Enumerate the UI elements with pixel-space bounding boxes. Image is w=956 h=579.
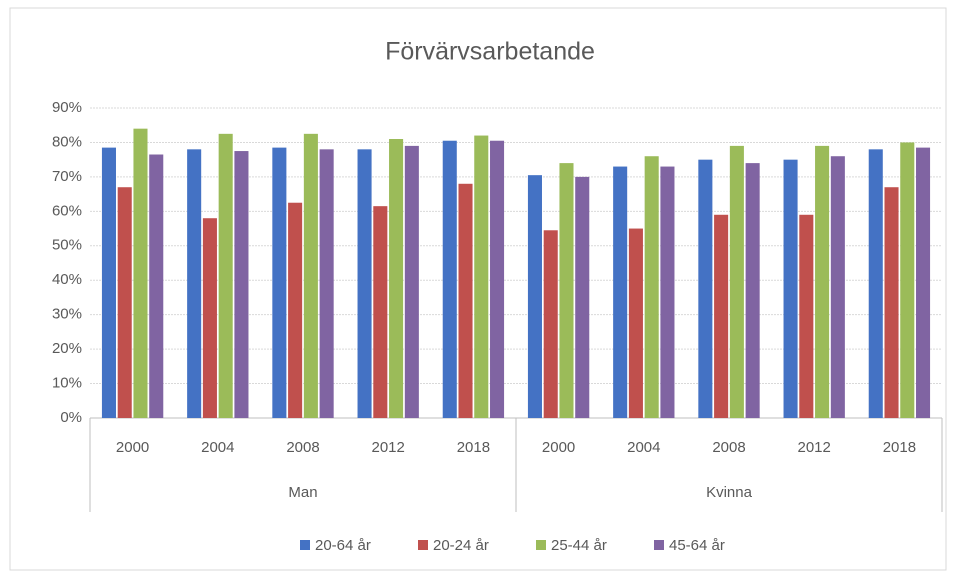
bar: [218, 133, 233, 419]
chart-title: Förvärvsarbetande: [385, 38, 595, 66]
bar: [575, 176, 590, 418]
x-tick-label: 2004: [201, 439, 234, 456]
y-tick-label: 20%: [52, 340, 82, 357]
legend-label: 20-64 år: [315, 537, 371, 554]
bar: [527, 175, 542, 418]
x-tick-label: 2008: [712, 439, 745, 456]
x-tick-label: 2018: [883, 439, 916, 456]
bar: [389, 139, 404, 418]
bar: [288, 202, 303, 418]
group-label: Kvinna: [706, 484, 753, 501]
bar: [830, 156, 845, 418]
y-tick-label: 80%: [52, 133, 82, 150]
group-label: Man: [288, 484, 317, 501]
y-tick-label: 10%: [52, 375, 82, 392]
legend-swatch: [654, 540, 664, 550]
x-tick-label: 2004: [627, 439, 660, 456]
bar: [187, 149, 202, 419]
x-tick-label: 2000: [542, 439, 575, 456]
bar: [543, 230, 558, 418]
legend-swatch: [300, 540, 310, 550]
legend-label: 25-44 år: [551, 537, 607, 554]
legend-swatch: [536, 540, 546, 550]
bar: [783, 159, 798, 418]
y-tick-label: 50%: [52, 237, 82, 254]
bar: [644, 156, 659, 418]
bar: [272, 147, 287, 418]
bar: [868, 149, 883, 419]
bar: [490, 140, 505, 418]
y-tick-label: 90%: [52, 99, 82, 116]
bar: [628, 228, 643, 418]
bar: [373, 206, 388, 418]
y-tick-label: 30%: [52, 306, 82, 323]
x-tick-label: 2008: [286, 439, 319, 456]
bar: [404, 145, 419, 418]
bar: [101, 147, 116, 418]
y-tick-label: 40%: [52, 271, 82, 288]
y-tick-label: 60%: [52, 202, 82, 219]
bar: [916, 147, 931, 418]
legend-label: 20-24 år: [433, 537, 489, 554]
bar: [458, 183, 473, 418]
x-tick-label: 2012: [372, 439, 405, 456]
bar: [442, 140, 457, 418]
x-tick-label: 2018: [457, 439, 490, 456]
bar: [815, 145, 830, 418]
bar: [714, 214, 729, 418]
bar: [660, 166, 675, 418]
bar: [149, 154, 164, 418]
bar: [729, 145, 744, 418]
legend-label: 45-64 år: [669, 537, 725, 554]
bar: [559, 163, 574, 418]
bar: [698, 159, 713, 418]
bar: [319, 149, 334, 419]
bar: [745, 163, 760, 418]
bar: [799, 214, 814, 418]
bar: [234, 151, 249, 419]
x-tick-label: 2000: [116, 439, 149, 456]
y-tick-label: 70%: [52, 168, 82, 185]
bar: [613, 166, 628, 418]
bar: [133, 128, 148, 418]
y-tick-label: 0%: [60, 409, 82, 426]
bar: [357, 149, 372, 419]
bar: [474, 135, 489, 419]
x-tick-label: 2012: [798, 439, 831, 456]
bar: [900, 142, 915, 418]
bar: [884, 187, 899, 418]
bar: [303, 133, 318, 419]
bar: [202, 218, 217, 418]
legend-swatch: [418, 540, 428, 550]
bar: [117, 187, 132, 418]
